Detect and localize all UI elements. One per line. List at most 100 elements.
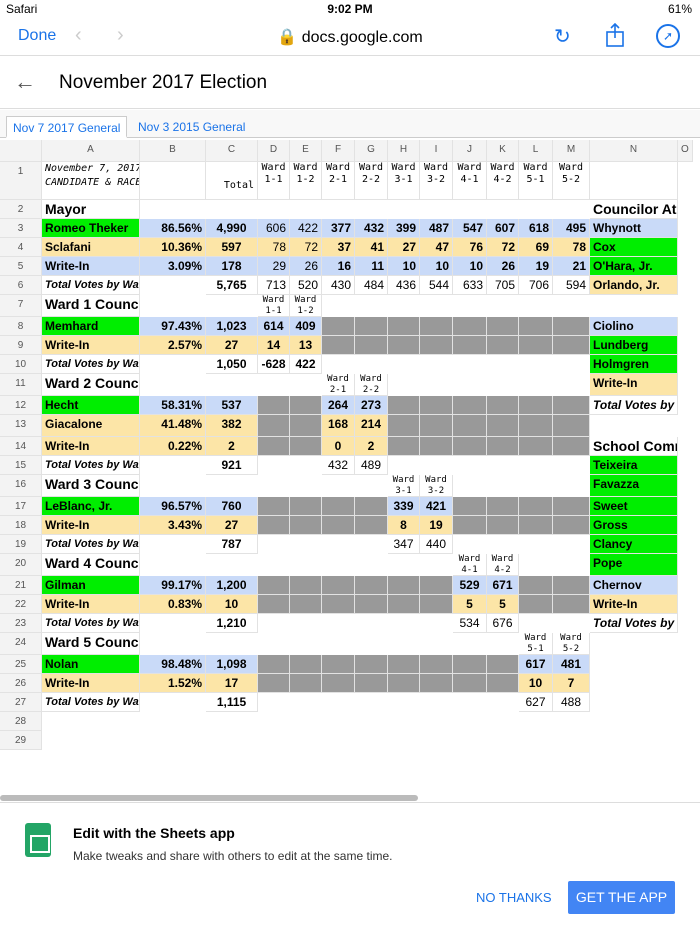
gray-cell[interactable] [519,516,553,535]
gray-cell[interactable] [388,437,420,456]
gray-cell[interactable] [290,396,322,415]
row-header[interactable]: 2 [0,200,42,219]
ward-value[interactable]: 547 [453,219,487,238]
ward-value[interactable]: 10 [453,257,487,276]
totals-ward[interactable]: 347 [388,535,420,554]
gray-cell[interactable] [388,674,420,693]
gray-cell[interactable] [290,437,322,456]
row-header[interactable]: 29 [0,731,42,750]
compass-icon[interactable]: ➚ [656,24,680,48]
ward-value[interactable]: 399 [388,219,420,238]
gray-cell[interactable] [355,336,388,355]
school-committee-name[interactable]: Favazza [590,475,678,497]
back-arrow-icon[interactable]: ← [14,69,36,94]
ward-value[interactable]: 5 [453,595,487,614]
row-header[interactable]: 26 [0,674,42,693]
totals-ward[interactable]: 440 [420,535,453,554]
councilor-name[interactable]: Whynott [590,219,678,238]
header-ward[interactable]: Ward 3-2 [420,162,453,200]
cell[interactable] [140,162,206,200]
gray-cell[interactable] [453,437,487,456]
ward-value[interactable]: 10 [420,257,453,276]
forward-chevron-icon[interactable]: › [117,24,124,46]
row-header[interactable]: 23 [0,614,42,633]
column-header[interactable]: H [388,140,420,162]
section-ward-header[interactable]: Ward 4-1 [453,554,487,576]
gray-cell[interactable] [453,336,487,355]
gray-cell[interactable] [322,655,355,674]
gray-cell[interactable] [453,655,487,674]
candidate-total[interactable]: 1,023 [206,317,258,336]
ward-value[interactable]: 606 [258,219,290,238]
gray-cell[interactable] [258,516,290,535]
row-header[interactable]: 17 [0,497,42,516]
column-header[interactable]: M [553,140,590,162]
councilor-name[interactable]: Ciolino [590,317,678,336]
totals-ward[interactable]: 627 [519,693,553,712]
totals-ward[interactable]: 676 [487,614,519,633]
section-heading[interactable]: Mayor [42,200,140,219]
reload-icon[interactable]: ↻ [554,26,571,48]
gray-cell[interactable] [322,317,355,336]
ward-value[interactable]: 487 [420,219,453,238]
section-ward-header[interactable]: Ward 5-2 [553,633,590,655]
candidate-total[interactable]: 1,200 [206,576,258,595]
totals-total[interactable]: 5,765 [206,276,258,295]
gray-cell[interactable] [453,674,487,693]
totals-ward[interactable]: 436 [388,276,420,295]
councilor-name[interactable]: Orlando, Jr. [590,276,678,295]
gray-cell[interactable] [519,317,553,336]
back-chevron-icon[interactable]: ‹ [75,24,82,46]
spreadsheet-grid[interactable]: A B C D E F G H I J K L M N O 1 2 3 4 5 6 7 8 9 10 11 12 13 14 15 16 17… [0,140,700,800]
candidate-name[interactable]: Memhard [42,317,140,336]
totals-label[interactable]: Total Votes by Ward [42,614,140,633]
gray-cell[interactable] [388,595,420,614]
row-header[interactable]: 7 [0,295,42,317]
gray-cell[interactable] [487,655,519,674]
column-header[interactable]: F [322,140,355,162]
ward-value[interactable]: 671 [487,576,519,595]
ward-value[interactable]: 78 [258,238,290,257]
gray-cell[interactable] [519,576,553,595]
section-ward-header[interactable]: Ward 3-1 [388,475,420,497]
candidate-total[interactable]: 597 [206,238,258,257]
row-header[interactable]: 10 [0,355,42,374]
gray-cell[interactable] [553,396,590,415]
ward-value[interactable]: 0 [322,437,355,456]
ward-value[interactable]: 16 [322,257,355,276]
gray-cell[interactable] [290,415,322,437]
gray-cell[interactable] [553,497,590,516]
candidate-pct[interactable]: 97.43% [140,317,206,336]
totals-total[interactable]: 921 [206,456,258,475]
ward-value[interactable]: 264 [322,396,355,415]
url-field[interactable]: 🔒 docs.google.com [277,29,423,46]
candidate-total[interactable]: 27 [206,336,258,355]
totals-label[interactable]: Total Votes by Ward [42,276,140,295]
gray-cell[interactable] [453,317,487,336]
ward-value[interactable]: 481 [553,655,590,674]
gray-cell[interactable] [487,336,519,355]
column-header[interactable]: E [290,140,322,162]
ward-value[interactable]: 377 [322,219,355,238]
section-ward-header[interactable]: Ward 3-2 [420,475,453,497]
school-committee-name[interactable]: Write-In [590,595,678,614]
totals-ward[interactable]: 422 [290,355,322,374]
row-header[interactable]: 25 [0,655,42,674]
candidate-pct[interactable]: 10.36% [140,238,206,257]
candidate-pct[interactable]: 99.17% [140,576,206,595]
section-ward-header[interactable]: Ward 1-2 [290,295,322,317]
done-button[interactable]: Done [18,27,57,44]
totals-total[interactable]: 1,210 [206,614,258,633]
candidate-pct[interactable]: 96.57% [140,497,206,516]
column-header[interactable]: I [420,140,453,162]
gray-cell[interactable] [290,576,322,595]
gray-cell[interactable] [258,396,290,415]
section-heading[interactable]: Ward 3 Councilor [42,475,140,497]
column-header[interactable]: G [355,140,388,162]
ward-value[interactable]: 614 [258,317,290,336]
section-ward-header[interactable]: Ward 5-1 [519,633,553,655]
row-header[interactable]: 18 [0,516,42,535]
gray-cell[interactable] [322,576,355,595]
candidate-name[interactable]: Giacalone [42,415,140,437]
gray-cell[interactable] [487,317,519,336]
